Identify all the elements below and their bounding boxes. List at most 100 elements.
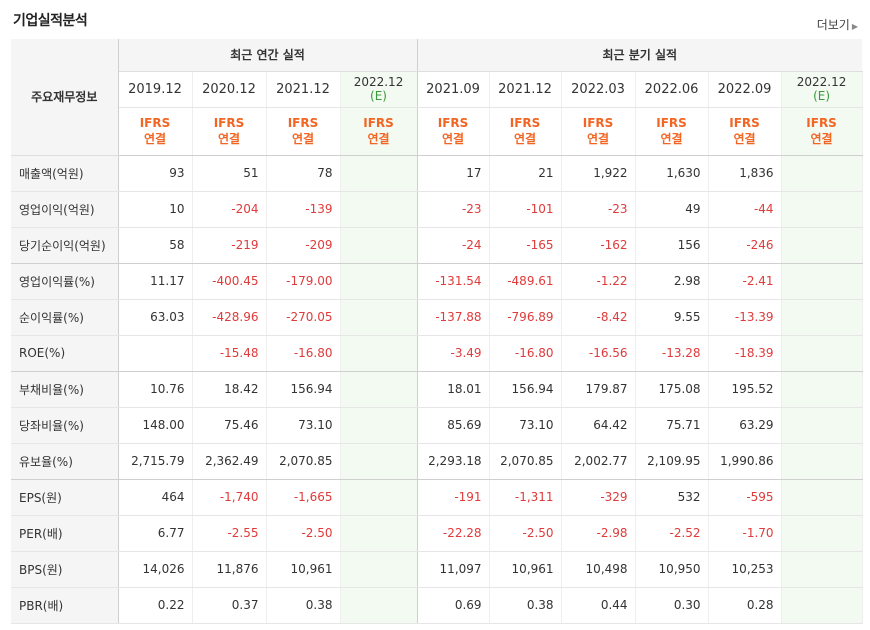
table-cell: -2.41: [708, 263, 782, 300]
table-cell: -489.61: [489, 263, 562, 300]
more-link[interactable]: 더보기 ▶: [817, 16, 858, 33]
period-header: 2022.12 (E): [781, 71, 863, 108]
table-cell: -329: [561, 479, 636, 516]
annual-group-header: 최근 연간 실적: [118, 39, 418, 72]
table-cell: 49: [635, 191, 709, 228]
basis-consolidated: 연결: [291, 132, 315, 146]
period-header: 2022.06: [635, 71, 709, 108]
table-cell: -2.55: [192, 515, 267, 552]
table-cell: 2.98: [635, 263, 709, 300]
table-cell: -15.48: [192, 335, 267, 372]
table-cell: -137.88: [417, 299, 490, 336]
basis-ifrs: IFRS: [213, 116, 245, 130]
table-row: 부채비율(%) 10.76 18.42 156.94 18.01 156.94 179.87…: [11, 371, 863, 408]
table-cell: 58: [118, 227, 193, 264]
table-cell: [781, 371, 863, 408]
basis-header: IFRS 연결: [708, 107, 782, 156]
table-cell: [781, 551, 863, 588]
row-label: 영업이익(억원): [11, 191, 119, 228]
table-cell: 2,070.85: [489, 443, 562, 480]
table-cell: -796.89: [489, 299, 562, 336]
table-cell: [340, 191, 418, 228]
table-cell: 10,961: [489, 551, 562, 588]
row-label: 순이익률(%): [11, 299, 119, 336]
period-label: 2019.12: [128, 81, 182, 97]
estimate-marker: (E): [813, 89, 831, 103]
row-label: PBR(배): [11, 587, 119, 624]
basis-ifrs: IFRS: [363, 116, 394, 130]
table-cell: -1,665: [266, 479, 341, 516]
table-cell: -1,740: [192, 479, 267, 516]
table-cell: -16.80: [489, 335, 562, 372]
basis-ifrs: IFRS: [287, 116, 319, 130]
table-cell: [340, 299, 418, 336]
table-cell: [781, 227, 863, 264]
period-header: 2022.09: [708, 71, 782, 108]
table-cell: -22.28: [417, 515, 490, 552]
period-label: 2021.12: [276, 81, 330, 97]
table-row: PBR(배) 0.22 0.37 0.38 0.69 0.38 0.44 0.30 0.28: [11, 587, 863, 624]
table-cell: 148.00: [118, 407, 193, 444]
table-cell: 156: [635, 227, 709, 264]
estimate-marker: (E): [370, 89, 387, 103]
financial-table: 주요재무정보 최근 연간 실적 최근 분기 실적 2019.12 2020.12 2…: [11, 39, 863, 624]
table-cell: 156.94: [489, 371, 562, 408]
table-row: 유보율(%) 2,715.79 2,362.49 2,070.85 2,293.18 2,…: [11, 443, 863, 480]
row-label: 부채비율(%): [11, 371, 119, 408]
basis-header: IFRS 연결: [192, 107, 267, 156]
basis-ifrs: IFRS: [437, 116, 469, 130]
basis-header: IFRS 연결: [781, 107, 863, 156]
table-cell: -162: [561, 227, 636, 264]
table-cell: 2,362.49: [192, 443, 267, 480]
table-cell: 6.77: [118, 515, 193, 552]
basis-ifrs: IFRS: [729, 116, 760, 130]
table-cell: -595: [708, 479, 782, 516]
basis-header: IFRS 연결: [561, 107, 636, 156]
section-title: 기업실적분석: [13, 13, 88, 29]
table-cell: 75.71: [635, 407, 709, 444]
table-cell: 195.52: [708, 371, 782, 408]
basis-ifrs: IFRS: [806, 116, 837, 130]
period-label: 2022.12: [353, 75, 404, 89]
basis-ifrs: IFRS: [509, 116, 541, 130]
basis-consolidated: 연결: [733, 132, 756, 146]
table-cell: 2,109.95: [635, 443, 709, 480]
basis-header: IFRS 연결: [417, 107, 490, 156]
table-cell: -18.39: [708, 335, 782, 372]
table-cell: [781, 515, 863, 552]
basis-header: IFRS 연결: [340, 107, 418, 156]
table-cell: 179.87: [561, 371, 636, 408]
table-cell: 75.46: [192, 407, 267, 444]
table-cell: [340, 515, 418, 552]
table-cell: -44: [708, 191, 782, 228]
period-label: 2022.09: [717, 81, 772, 97]
basis-consolidated: 연결: [587, 132, 610, 146]
table-cell: 10: [118, 191, 193, 228]
table-cell: 0.28: [708, 587, 782, 624]
table-cell: [781, 155, 863, 192]
table-row: 영업이익률(%) 11.17 -400.45 -179.00 -131.54 -489.6…: [11, 263, 863, 300]
table-row: 매출액(억원) 93 51 78 17 21 1,922 1,630 1,836: [11, 155, 863, 192]
table-cell: 2,293.18: [417, 443, 490, 480]
table-cell: -23: [561, 191, 636, 228]
table-cell: -2.52: [635, 515, 709, 552]
table-row: 영업이익(억원) 10 -204 -139 -23 -101 -23 49 -44: [11, 191, 863, 228]
basis-consolidated: 연결: [217, 132, 241, 146]
table-cell: -13.39: [708, 299, 782, 336]
basis-ifrs: IFRS: [656, 116, 687, 130]
table-cell: [340, 479, 418, 516]
table-cell: -2.50: [489, 515, 562, 552]
table-row: 순이익률(%) 63.03 -428.96 -270.05 -137.88 -796.89…: [11, 299, 863, 336]
period-header: 2022.03: [561, 71, 636, 108]
period-header: 2019.12: [118, 71, 193, 108]
table-cell: 156.94: [266, 371, 341, 408]
table-cell: -101: [489, 191, 562, 228]
basis-consolidated: 연결: [514, 132, 537, 146]
table-row: 당기순이익(억원) 58 -219 -209 -24 -165 -162 156 -246: [11, 227, 863, 264]
table-cell: -165: [489, 227, 562, 264]
table-cell: -131.54: [417, 263, 490, 300]
table-cell: 0.22: [118, 587, 193, 624]
row-label: 당좌비율(%): [11, 407, 119, 444]
table-cell: [340, 407, 418, 444]
table-cell: 73.10: [489, 407, 562, 444]
